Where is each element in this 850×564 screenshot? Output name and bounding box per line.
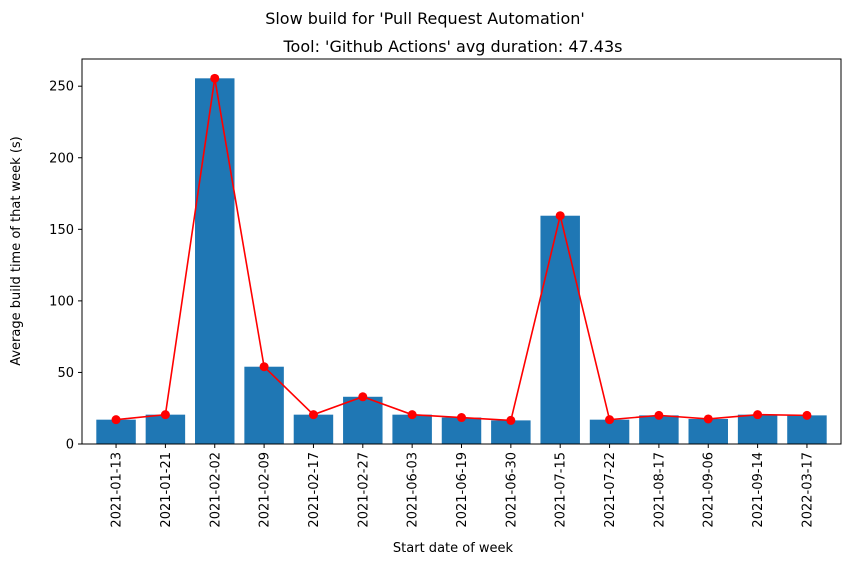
bar-2021-06-30 (491, 420, 531, 444)
point-2021-07-15 (555, 211, 565, 221)
bar-2021-09-14 (737, 414, 778, 444)
x-tick-label-2021-06-30: 2021-06-30 (504, 452, 519, 528)
point-2021-01-13 (111, 415, 121, 425)
point-2021-02-09 (259, 362, 269, 372)
x-tick-label-2021-01-13: 2021-01-13 (110, 452, 125, 528)
x-tick-label-2021-02-17: 2021-02-17 (307, 452, 322, 528)
point-2021-06-19 (457, 413, 466, 423)
y-tick-label-0: 0 (66, 438, 74, 453)
x-tick-label-2021-08-17: 2021-08-17 (652, 452, 667, 528)
y-tick-label-200: 200 (49, 151, 74, 166)
point-2021-06-30 (506, 415, 516, 425)
plot-area: 0 50 100 150 200 250 2021-01-13 2021-01-21 2021-… (49, 58, 842, 528)
x-tick-label-2021-02-27: 2021-02-27 (356, 452, 371, 528)
x-tick-label-2021-02-02: 2021-02-02 (208, 452, 223, 528)
x-tick-label-2021-06-19: 2021-06-19 (455, 452, 470, 528)
x-tick-label-2021-02-09: 2021-02-09 (258, 452, 273, 528)
y-tick-label-100: 100 (49, 294, 74, 309)
x-tick-label-2021-07-15: 2021-07-15 (554, 452, 569, 528)
x-tick-label-2021-09-06: 2021-09-06 (702, 452, 717, 528)
bar-2021-06-03 (392, 414, 432, 444)
bar-2021-02-17 (293, 414, 334, 444)
bar-2021-02-27 (343, 396, 383, 444)
point-2021-09-14 (753, 410, 763, 420)
bar-2021-07-15 (540, 215, 580, 444)
y-tick-label-150: 150 (49, 223, 74, 238)
x-tick-label-2021-07-22: 2021-07-22 (603, 452, 618, 528)
bar-2021-01-21 (145, 414, 186, 444)
x-tick-label-2021-09-14: 2021-09-14 (751, 452, 766, 528)
chart-title: Tool: 'Github Actions' avg duration: 47.… (283, 37, 623, 56)
point-2021-09-06 (703, 414, 713, 424)
y-tick-label-250: 250 (49, 80, 74, 95)
bar-2021-02-02 (195, 78, 235, 444)
bar-2021-02-09 (244, 366, 284, 444)
point-2021-02-02 (210, 73, 220, 83)
x-tick-label-2021-01-21: 2021-01-21 (159, 452, 174, 528)
point-2021-02-17 (308, 410, 318, 420)
point-2022-03-17 (802, 410, 812, 420)
point-2021-08-17 (654, 410, 664, 420)
x-axis-label: Start date of week (393, 541, 514, 556)
bar-2021-08-17 (639, 415, 679, 444)
point-2021-06-03 (407, 410, 417, 420)
y-axis-label: Average build time of that week (s) (9, 136, 24, 366)
chart-suptitle: Slow build for 'Pull Request Automation' (265, 9, 585, 28)
point-2021-02-27 (358, 392, 368, 402)
x-tick-label-2022-03-17: 2022-03-17 (800, 452, 815, 528)
bar-2022-03-17 (787, 415, 827, 444)
point-2021-07-22 (605, 415, 615, 425)
y-tick-label-50: 50 (57, 366, 74, 381)
point-2021-01-21 (160, 410, 170, 420)
x-tick-label-2021-06-03: 2021-06-03 (406, 452, 421, 528)
